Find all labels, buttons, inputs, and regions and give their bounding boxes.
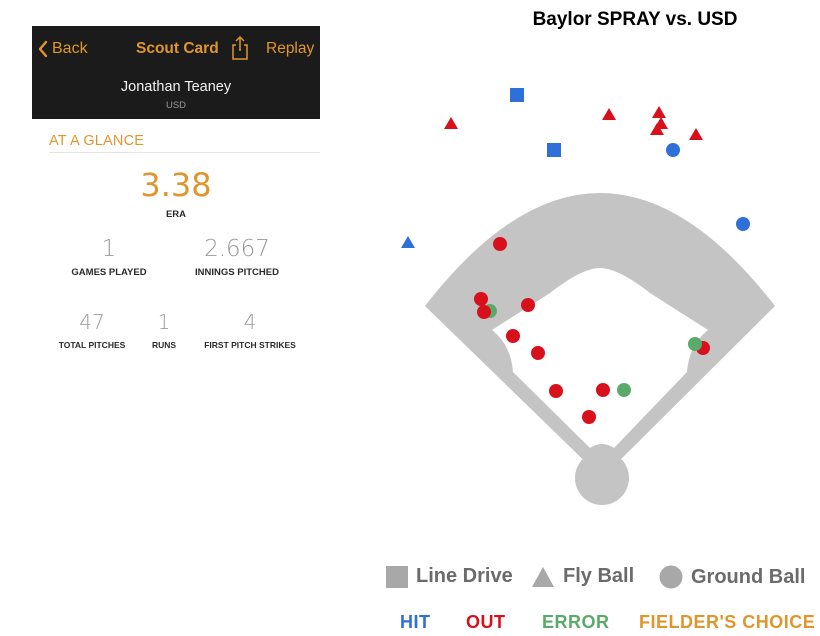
total-pitches-value: 47	[79, 310, 105, 334]
legend-fielders-choice: FIELDER'S CHOICE	[639, 612, 816, 632]
ground-ball-out-marker	[493, 237, 507, 251]
games-played-label: GAMES PLAYED	[71, 267, 147, 278]
games-played-value: 1	[101, 236, 117, 262]
first-pitch-strikes-value: 4	[243, 310, 257, 334]
innings-pitched-label: INNINGS PITCHED	[195, 267, 279, 278]
legend-ground-ball: Ground Ball	[659, 565, 805, 589]
ground-ball-error-marker	[688, 337, 702, 351]
replay-button[interactable]: Replay	[266, 40, 315, 57]
fly-ball-out-marker	[444, 117, 458, 129]
legend-line-drive: Line Drive	[386, 565, 513, 588]
ground-ball-hit-marker	[666, 143, 680, 157]
era-label: ERA	[165, 209, 187, 220]
fly-ball-out-marker	[650, 123, 664, 135]
legend-ground-ball-label: Ground Ball	[691, 565, 806, 588]
ground-ball-error-marker	[617, 383, 631, 397]
innings-pitched-value: 2.667	[204, 236, 270, 262]
back-label: Back	[52, 40, 88, 57]
triangle-icon	[532, 566, 554, 587]
ground-ball-out-marker	[477, 305, 491, 319]
player-header: Jonathan Teaney USD	[32, 70, 320, 119]
legend-fly-ball: Fly Ball	[531, 565, 634, 588]
legend-error: ERROR	[542, 612, 610, 632]
fly-ball-hit-marker	[401, 236, 415, 248]
legend-hit: HIT	[400, 612, 431, 632]
player-name: Jonathan Teaney	[120, 79, 232, 95]
field-infield	[492, 268, 708, 448]
divider	[49, 152, 320, 153]
runs-label: RUNS	[151, 340, 177, 350]
nav-bar: Back Scout Card Replay	[32, 26, 320, 70]
ground-ball-hit-marker	[736, 217, 750, 231]
home-plate	[575, 451, 629, 505]
runs-value: 1	[157, 310, 171, 334]
era-value: 3.38	[140, 166, 212, 204]
fly-ball-out-marker	[689, 128, 703, 140]
spray-chart-title: Baylor SPRAY vs. USD	[532, 9, 738, 30]
spray-chart	[401, 88, 775, 505]
first-pitch-strikes-label: FIRST PITCH STRIKES	[204, 340, 296, 350]
ground-ball-out-marker	[596, 383, 610, 397]
player-team: USD	[165, 100, 187, 111]
ground-ball-out-marker	[474, 292, 488, 306]
total-pitches-label: TOTAL PITCHES	[58, 340, 126, 350]
scout-card: Back Scout Card Replay Jonathan Teaney U…	[32, 26, 320, 366]
ground-ball-out-marker	[506, 329, 520, 343]
section-title: AT A GLANCE	[49, 133, 145, 149]
ground-ball-out-marker	[521, 298, 535, 312]
circle-icon	[659, 565, 683, 589]
back-button[interactable]: Back	[38, 38, 88, 60]
ground-ball-out-marker	[531, 346, 545, 360]
ground-ball-out-marker	[582, 410, 596, 424]
legend-outcomes: HIT OUT ERROR FIELDER'S CHOICE	[380, 612, 820, 636]
ground-ball-out-marker	[549, 384, 563, 398]
legend-line-drive-label: Line Drive	[416, 565, 513, 587]
fly-ball-out-marker	[652, 106, 666, 118]
page-title: Scout Card	[136, 40, 219, 57]
share-icon[interactable]	[230, 35, 250, 61]
legend-fly-ball-label: Fly Ball	[563, 565, 635, 587]
line-drive-hit-marker	[510, 88, 524, 102]
line-drive-hit-marker	[547, 143, 561, 157]
fly-ball-out-marker	[602, 108, 616, 120]
legend-out: OUT	[466, 612, 506, 632]
legend-shapes: Line Drive Fly Ball Ground Ball	[386, 565, 820, 595]
square-icon	[386, 565, 408, 588]
chevron-left-icon	[38, 40, 48, 58]
